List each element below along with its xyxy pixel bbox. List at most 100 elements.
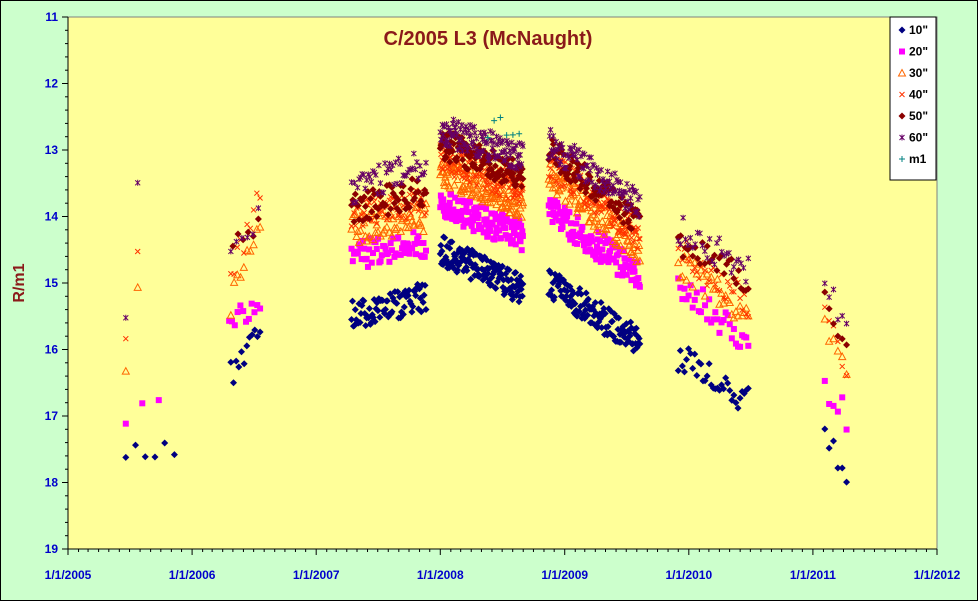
- data-point: [373, 171, 379, 178]
- data-point: [724, 312, 731, 319]
- data-point: [419, 298, 427, 306]
- legend-marker: [898, 26, 906, 34]
- data-point: [356, 241, 363, 248]
- data-point: [228, 318, 235, 325]
- data-point: [351, 179, 358, 186]
- data-point: [141, 453, 149, 461]
- data-point: [470, 144, 476, 151]
- legend-label: 60": [909, 131, 928, 145]
- data-point: [496, 192, 503, 199]
- data-point: [240, 250, 247, 256]
- data-point: [372, 220, 382, 229]
- data-point: [548, 183, 558, 192]
- data-point: [352, 231, 361, 241]
- data-point: [512, 241, 519, 248]
- data-point: [493, 190, 499, 196]
- data-point: [553, 173, 563, 182]
- data-point: [710, 251, 718, 259]
- data-point: [518, 191, 524, 198]
- data-point: [830, 402, 837, 409]
- data-point: [634, 240, 644, 250]
- data-point: [830, 286, 837, 293]
- data-point: [728, 288, 735, 295]
- data-point: [602, 185, 609, 192]
- data-point: [399, 245, 406, 252]
- data-point: [134, 179, 141, 186]
- data-point: [617, 179, 624, 186]
- data-point: [546, 176, 556, 185]
- data-point: [605, 259, 612, 266]
- data-point: [448, 238, 456, 246]
- x-tick-label: 1/1/2007: [293, 568, 340, 582]
- data-point: [347, 224, 356, 233]
- data-point: [685, 258, 692, 264]
- data-point: [548, 174, 555, 180]
- data-point: [553, 138, 559, 145]
- data-point: [412, 166, 419, 173]
- data-point: [233, 238, 240, 245]
- data-point: [590, 217, 600, 226]
- data-point: [550, 293, 558, 301]
- data-point: [599, 229, 609, 238]
- data-point: [821, 425, 829, 433]
- data-point: [411, 240, 418, 247]
- data-point: [351, 306, 359, 314]
- data-point: [712, 309, 719, 316]
- data-point: [691, 296, 698, 303]
- data-point: [446, 205, 453, 212]
- data-point: [360, 193, 368, 201]
- data-point: [397, 160, 404, 167]
- data-point: [410, 150, 417, 157]
- data-point: [576, 285, 584, 293]
- data-point: [358, 256, 365, 263]
- data-point: [561, 182, 568, 189]
- data-point: [486, 157, 492, 164]
- data-point: [474, 214, 481, 221]
- data-point: [416, 220, 426, 229]
- data-point: [484, 134, 491, 141]
- data-point: [450, 206, 457, 213]
- data-point: [687, 234, 694, 241]
- data-point: [423, 247, 430, 254]
- data-point: [489, 145, 496, 152]
- data-point: [586, 239, 593, 246]
- data-point: [589, 179, 595, 186]
- data-point: [372, 239, 379, 246]
- data-point: [552, 190, 562, 199]
- data-point: [442, 154, 450, 162]
- data-point: [585, 177, 592, 184]
- data-point: [610, 182, 617, 189]
- y-tick-label: 12: [45, 77, 59, 91]
- data-point: [821, 280, 828, 287]
- data-points: [121, 114, 851, 486]
- data-point: [584, 234, 591, 241]
- data-point: [635, 275, 642, 282]
- data-point: [415, 233, 422, 240]
- data-point: [843, 372, 850, 379]
- data-point: [745, 314, 752, 320]
- data-point: [726, 321, 733, 328]
- data-point: [600, 176, 606, 183]
- data-point: [837, 352, 847, 361]
- data-point: [396, 207, 404, 215]
- data-point: [439, 178, 449, 187]
- legend-marker: [897, 68, 907, 77]
- data-point: [571, 142, 578, 149]
- data-point: [573, 220, 580, 227]
- data-point: [547, 126, 554, 133]
- data-point: [359, 237, 366, 244]
- data-point: [835, 338, 841, 345]
- data-point: [615, 314, 623, 322]
- data-point: [621, 230, 630, 240]
- data-point: [421, 169, 428, 176]
- data-point: [446, 158, 454, 166]
- data-point: [373, 213, 381, 221]
- data-point: [616, 214, 624, 222]
- data-point: [354, 249, 361, 256]
- data-point: [391, 253, 398, 260]
- data-point: [519, 280, 527, 288]
- data-point: [472, 204, 479, 211]
- data-point: [414, 188, 422, 196]
- data-point: [620, 247, 627, 254]
